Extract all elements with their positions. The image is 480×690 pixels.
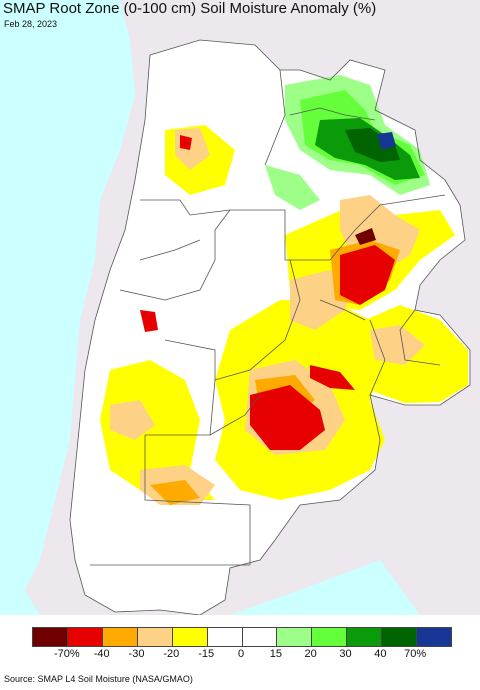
legend-swatch	[417, 628, 452, 646]
legend-swatch	[277, 628, 313, 646]
legend-swatch	[347, 628, 383, 646]
legend-tick-label: 0	[237, 648, 245, 660]
legend-tick-label: -20	[163, 648, 180, 660]
legend-swatch	[382, 628, 418, 646]
wet-patch-west	[265, 165, 320, 210]
border-internal-3	[119, 209, 231, 301]
legend-swatch	[312, 628, 348, 646]
border-internal-14	[139, 239, 201, 261]
borders	[69, 39, 471, 615]
wet-patch-north-4	[345, 128, 400, 162]
dry-patch-red-2	[340, 245, 395, 305]
dry-patch-red-1	[250, 385, 325, 450]
border-region-outline	[69, 39, 471, 615]
border-internal-11	[289, 107, 376, 121]
dry-patch-red-5	[180, 135, 192, 150]
legend-tick-label: 70%	[404, 648, 427, 660]
border-internal-13	[399, 309, 441, 366]
legend-tick-label: -30	[128, 648, 145, 660]
legend-swatch	[207, 628, 243, 646]
wet-patch-max	[377, 132, 396, 150]
legend-tick-label: 20	[304, 648, 317, 660]
legend-swatch	[67, 628, 103, 646]
legend-colorbar	[32, 627, 452, 647]
legend-tick-label: -40	[93, 648, 110, 660]
legend-tick-label: -15	[198, 648, 215, 660]
dry-patch-orange-7	[370, 325, 425, 365]
dry-patch-orange-5	[110, 400, 155, 440]
border-internal-5	[214, 259, 301, 381]
legend-swatch	[33, 628, 68, 646]
map-date: Feb 28, 2023	[4, 19, 58, 29]
dry-patch-extreme	[355, 228, 376, 245]
map-title: SMAP Root Zone (0-100 cm) Soil Moisture …	[3, 0, 377, 17]
border-internal-7	[209, 394, 261, 436]
legend-swatch	[102, 628, 138, 646]
anomaly-patches	[100, 75, 468, 505]
border-internal-1	[140, 199, 286, 260]
legend-swatch	[172, 628, 208, 646]
border-internal-9	[319, 299, 366, 321]
legend-tick-label: -70%	[53, 648, 80, 660]
border-internal-6	[144, 435, 251, 565]
legend-tick-label: 15	[269, 648, 282, 660]
soil-moisture-map	[0, 0, 480, 615]
legend-tick-label: 30	[339, 648, 352, 660]
border-internal-12	[264, 69, 286, 166]
source-note: Source: SMAP L4 Soil Moisture (NASA/GMAO…	[4, 674, 193, 684]
border-internal-8	[369, 319, 386, 396]
dry-patch-red-3	[310, 365, 355, 390]
dry-patch-deep-orange-2	[150, 480, 200, 505]
legend-tick-label: 40	[374, 648, 387, 660]
legend-swatch	[242, 628, 278, 646]
legend-swatch	[137, 628, 173, 646]
dry-patch-west	[100, 360, 215, 500]
dry-patch-red-4	[140, 310, 158, 332]
border-internal-2	[285, 194, 446, 261]
legend-ticks: -70% -40 -30 -20 -15 0 15 20 30 40 70%	[32, 648, 450, 662]
